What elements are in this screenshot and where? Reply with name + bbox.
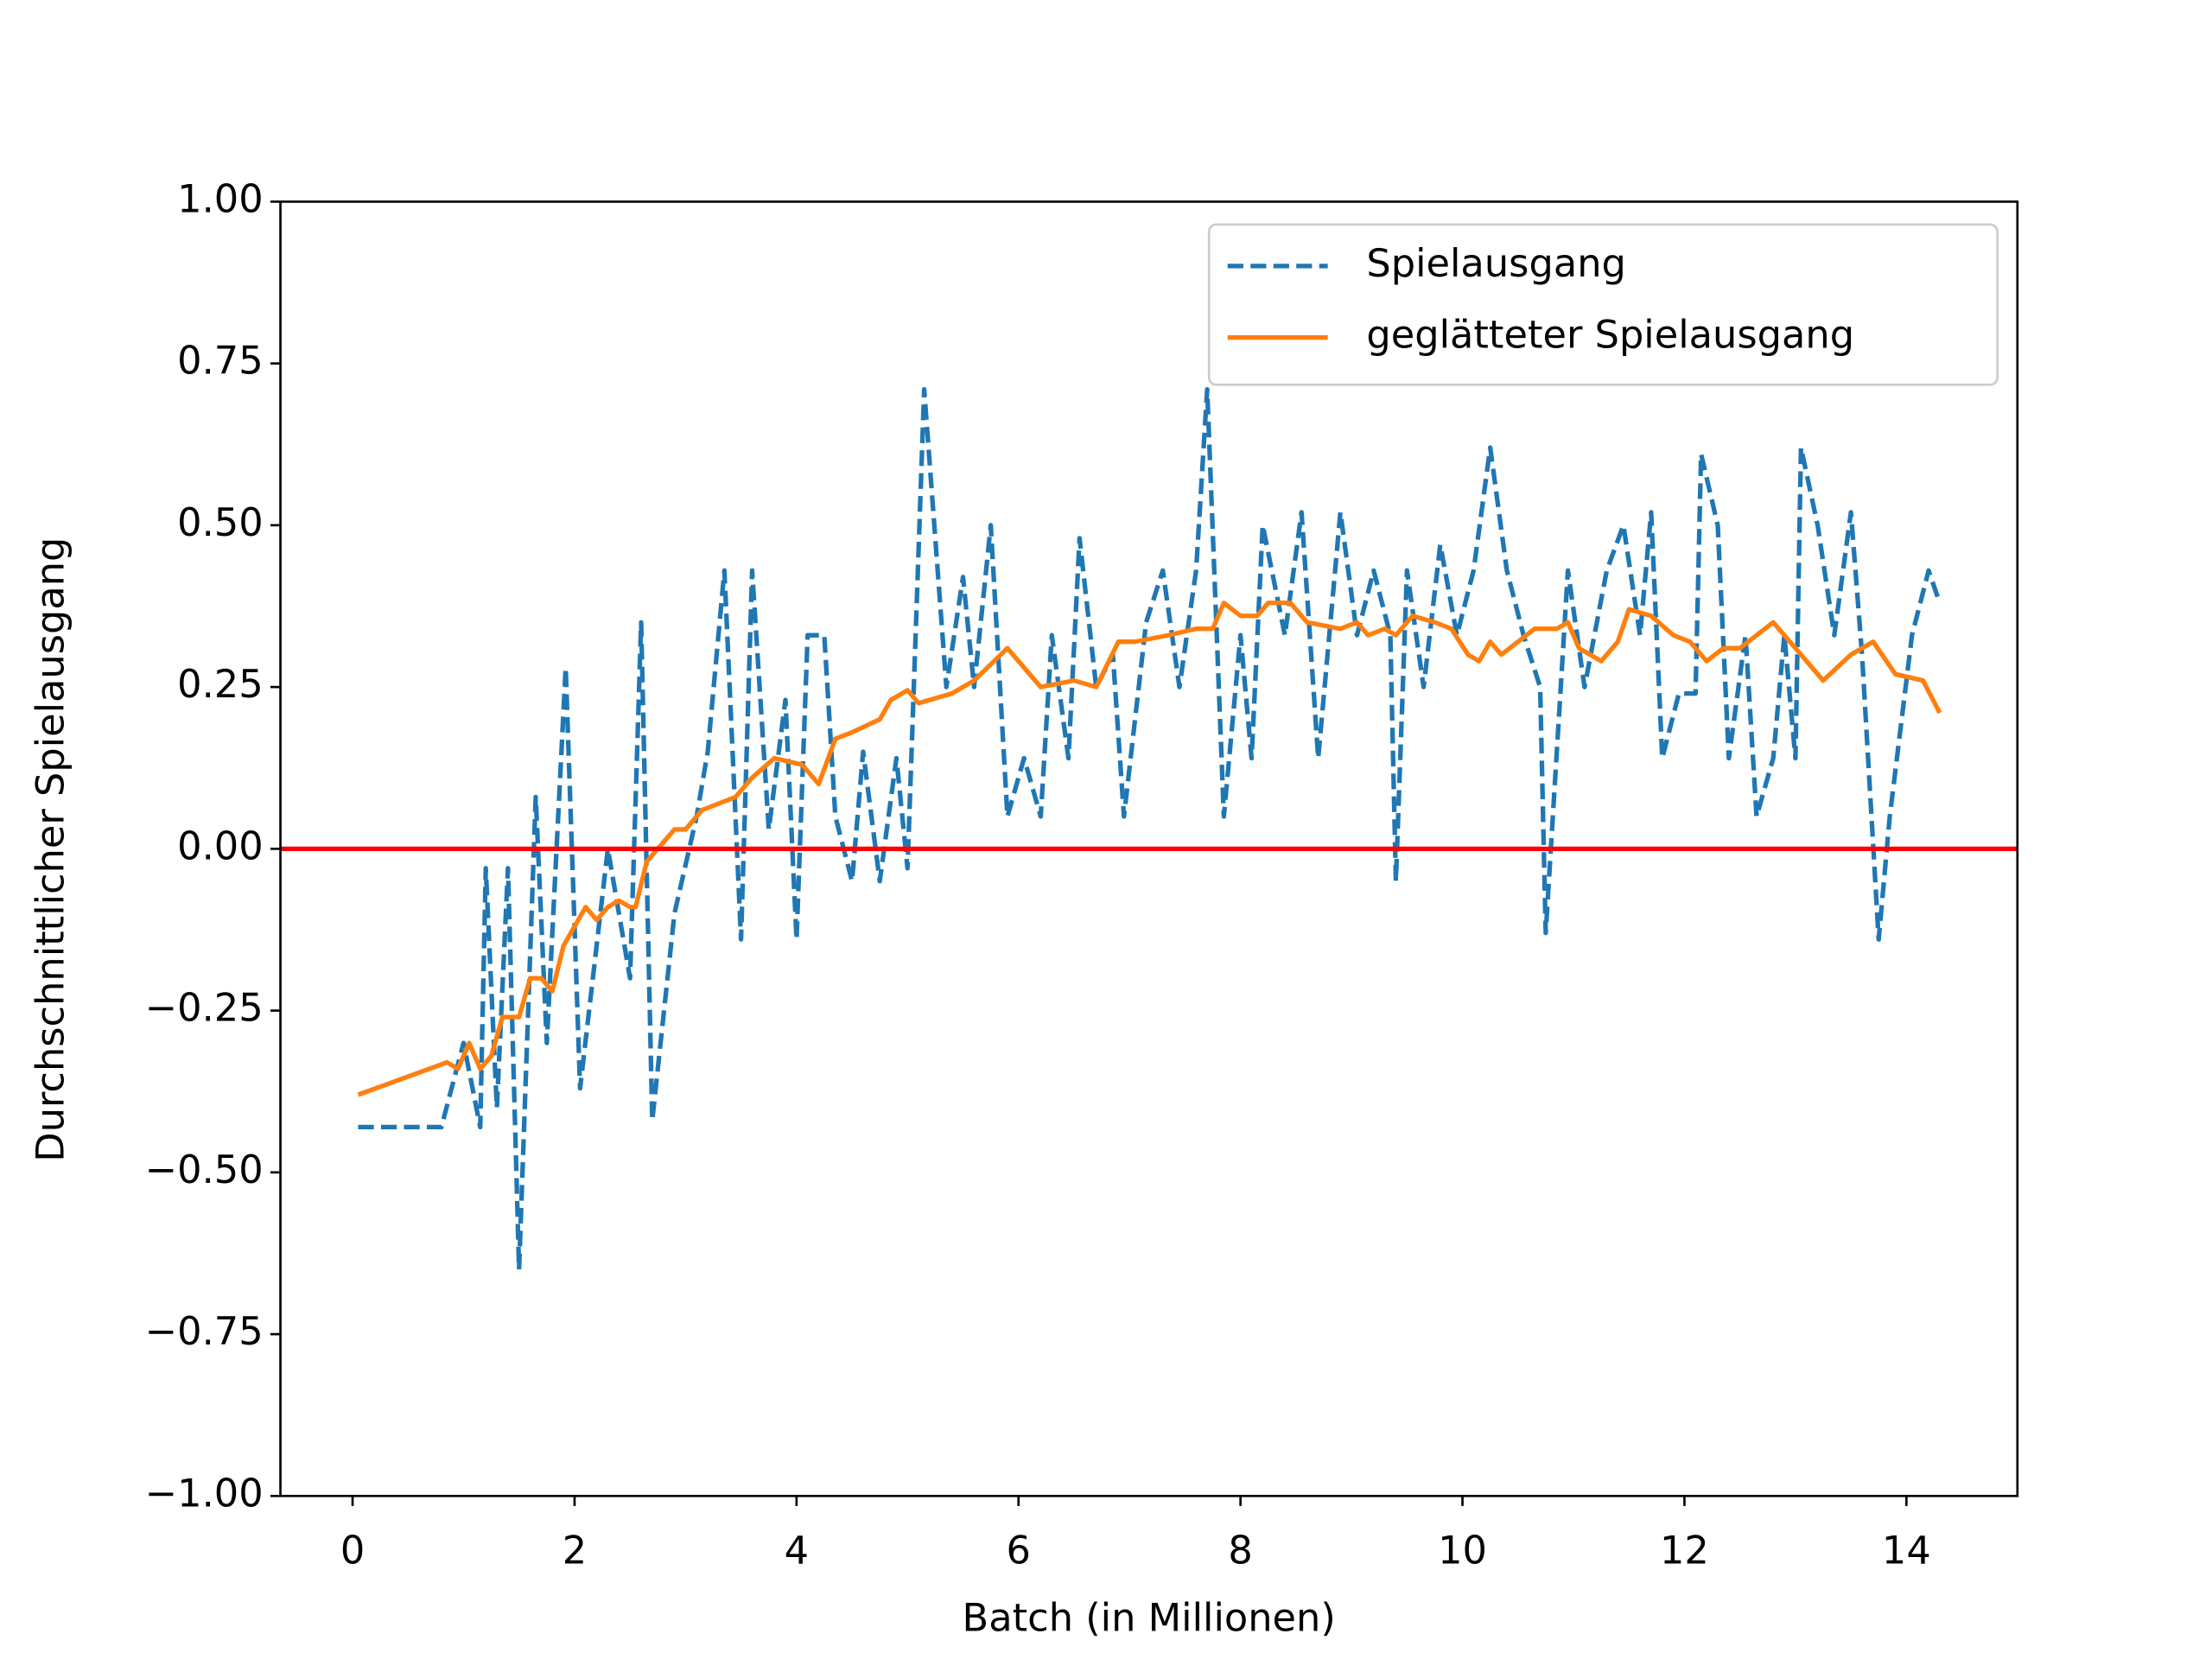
plot-area: [280, 386, 2018, 1272]
data-line: [357, 601, 1942, 1097]
y-tick-label: 0.75: [177, 339, 264, 384]
y-tick-label: −0.25: [145, 986, 264, 1031]
y-tick-label: −1.00: [145, 1471, 264, 1516]
legend-label: Spielausgang: [1366, 241, 1626, 286]
y-tick-label: 0.50: [177, 500, 264, 545]
y-axis-label: Durchschnittlicher Spielausgang: [28, 537, 73, 1162]
legend-box: [1207, 223, 1999, 386]
x-tick-label: 12: [1660, 1529, 1709, 1573]
x-tick-label: 2: [563, 1529, 587, 1573]
x-tick-label: 4: [785, 1529, 809, 1573]
legend-label: geglätteter Spielausgang: [1366, 313, 1854, 358]
plot-frame: [279, 200, 2019, 1497]
x-tick-label: 0: [340, 1529, 365, 1573]
x-tick-label: 8: [1228, 1529, 1252, 1573]
y-tick-label: 0.00: [177, 823, 264, 868]
x-tick-label: 6: [1007, 1529, 1031, 1573]
y-tick-label: 1.00: [177, 176, 264, 221]
x-tick-label: 10: [1438, 1529, 1487, 1573]
data-line: [358, 386, 1942, 1272]
y-tick-label: −0.50: [145, 1147, 264, 1192]
x-axis-label: Batch (in Millionen): [963, 1595, 1336, 1640]
y-tick-label: 0.25: [177, 662, 264, 707]
y-tick-label: −0.75: [145, 1309, 264, 1354]
x-tick-label: 14: [1882, 1529, 1931, 1573]
